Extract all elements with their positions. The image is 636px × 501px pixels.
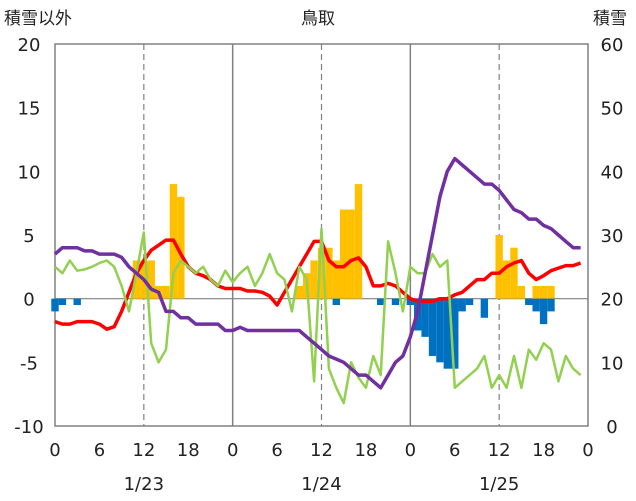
x-tick-label: 18 bbox=[354, 440, 377, 461]
bar-0 bbox=[495, 235, 503, 299]
y-right-tick-label: 20 bbox=[601, 290, 624, 311]
y-left-tick-label: 5 bbox=[23, 226, 34, 247]
bar-1 bbox=[443, 298, 452, 369]
bar-1 bbox=[458, 298, 466, 312]
bar-1 bbox=[451, 298, 459, 369]
x-tick-label: 0 bbox=[227, 440, 238, 461]
series-line-2 bbox=[54, 238, 582, 331]
bar-0 bbox=[347, 209, 355, 299]
bar-1 bbox=[377, 298, 385, 306]
series-line-4 bbox=[53, 156, 581, 390]
y-left-tick-label: 20 bbox=[18, 35, 41, 56]
bar-1 bbox=[51, 298, 59, 312]
x-tick-label: 6 bbox=[271, 440, 282, 461]
bar-1 bbox=[525, 298, 533, 306]
bar-0 bbox=[177, 196, 185, 299]
bar-1 bbox=[480, 298, 489, 318]
bar-0 bbox=[340, 209, 348, 299]
x-tick-label: 18 bbox=[177, 440, 200, 461]
bar-0 bbox=[310, 260, 318, 299]
date-label: 1/25 bbox=[479, 474, 519, 495]
bar-0 bbox=[317, 247, 326, 299]
x-tick-label: 12 bbox=[488, 440, 511, 461]
bar-0 bbox=[162, 285, 170, 299]
bar-1 bbox=[539, 298, 548, 325]
x-tick-label: 6 bbox=[94, 440, 105, 461]
y-right-tick-label: 50 bbox=[601, 99, 624, 120]
bar-1 bbox=[436, 298, 444, 363]
bar-1 bbox=[547, 298, 555, 312]
y-right-title: 積雪 bbox=[593, 9, 627, 29]
date-label: 1/24 bbox=[301, 474, 341, 495]
y-right-tick-label: 0 bbox=[606, 417, 617, 438]
bar-0 bbox=[517, 285, 526, 299]
bar-0 bbox=[532, 285, 540, 299]
y-right-tick-label: 60 bbox=[601, 35, 624, 56]
series-line-3 bbox=[54, 227, 582, 405]
x-tick-label: 12 bbox=[310, 440, 333, 461]
x-tick-label: 0 bbox=[49, 440, 60, 461]
bar-1 bbox=[532, 298, 540, 312]
y-left-tick-label: 15 bbox=[18, 99, 41, 120]
bar-0 bbox=[539, 285, 548, 299]
x-tick-label: 12 bbox=[132, 440, 155, 461]
y-right-tick-label: 30 bbox=[601, 226, 624, 247]
bar-1 bbox=[332, 298, 341, 306]
bar-0 bbox=[332, 260, 341, 299]
bar-1 bbox=[58, 298, 67, 306]
date-label: 1/23 bbox=[124, 474, 164, 495]
x-tick-label: 0 bbox=[405, 440, 416, 461]
bar-1 bbox=[428, 298, 437, 356]
y-right-tick-label: 10 bbox=[601, 353, 624, 374]
y-left-title: 積雪以外 bbox=[4, 9, 72, 29]
bar-0 bbox=[510, 247, 518, 299]
bar-1 bbox=[421, 298, 429, 337]
x-tick-label: 6 bbox=[449, 440, 460, 461]
bar-0 bbox=[354, 184, 363, 299]
bar-0 bbox=[147, 260, 155, 299]
chart-title: 鳥取 bbox=[301, 9, 335, 29]
x-tick-label: 18 bbox=[532, 440, 555, 461]
y-left-tick-label: 10 bbox=[18, 162, 41, 183]
y-left-tick-label: 0 bbox=[23, 290, 34, 311]
plot-area bbox=[51, 43, 589, 427]
bar-1 bbox=[73, 298, 81, 306]
bar-0 bbox=[295, 285, 303, 299]
y-right-tick-label: 40 bbox=[601, 162, 624, 183]
bar-1 bbox=[465, 298, 474, 306]
bar-1 bbox=[391, 298, 400, 306]
bar-0 bbox=[502, 260, 511, 299]
bar-0 bbox=[325, 247, 333, 299]
y-left-tick-label: -5 bbox=[20, 353, 38, 374]
bar-0 bbox=[547, 285, 555, 299]
bar-1 bbox=[406, 298, 415, 306]
x-tick-label: 0 bbox=[582, 440, 593, 461]
y-left-tick-label: -10 bbox=[14, 417, 43, 438]
